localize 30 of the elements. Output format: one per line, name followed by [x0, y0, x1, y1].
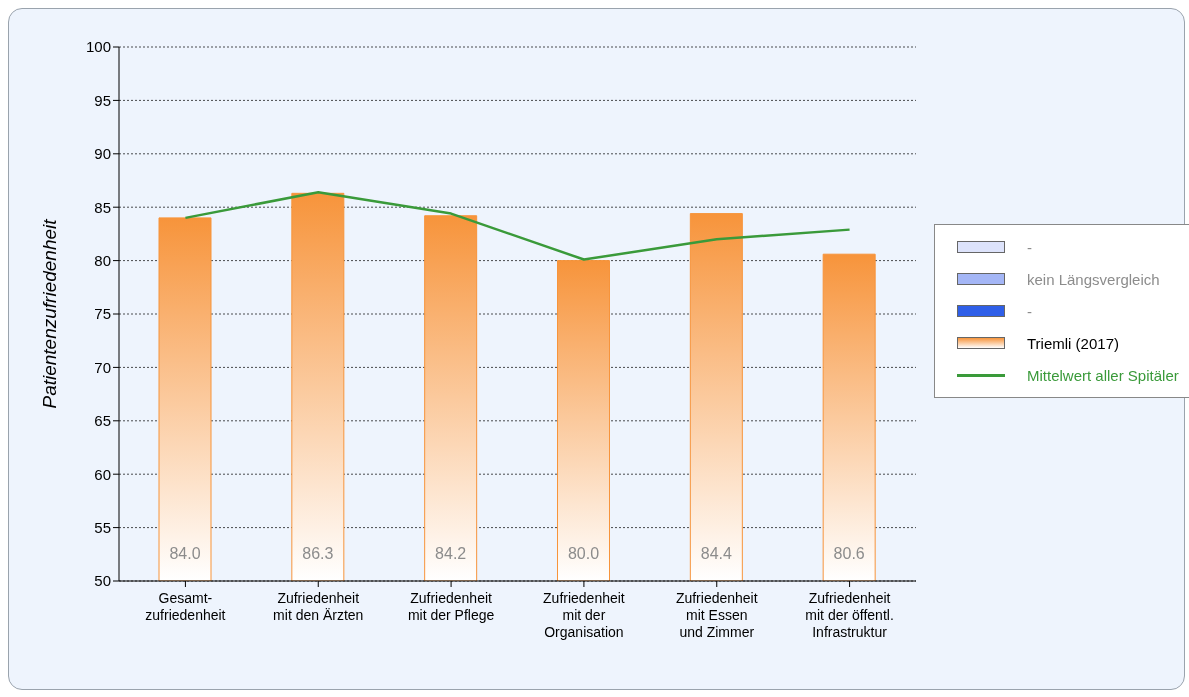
- legend-label: kein Längsvergleich: [1027, 270, 1160, 288]
- data-label: 84.2: [435, 545, 467, 562]
- y-tick-label: 95: [94, 91, 111, 109]
- y-tick-label: 90: [94, 145, 111, 163]
- legend-label: -: [1027, 238, 1032, 256]
- x-tick-label: Zufriedenheit mit der öffentl. Infrastruktur: [805, 590, 894, 640]
- data-label: 80.6: [833, 545, 865, 562]
- y-tick-label: 100: [85, 38, 111, 56]
- line-series: [184, 191, 851, 261]
- data-label: 84.0: [169, 545, 201, 562]
- x-tick-label: Zufriedenheit mit der Organisation: [543, 590, 625, 640]
- y-tick-label: 55: [94, 518, 111, 536]
- legend-label: -: [1027, 302, 1032, 320]
- x-tick-label: Zufriedenheit mit den Ärzten: [273, 590, 364, 623]
- y-tick-label: 60: [94, 465, 111, 483]
- y-tick-label: 65: [94, 412, 111, 430]
- data-label: 84.4: [700, 545, 733, 562]
- y-tick-label: 70: [94, 358, 111, 376]
- legend-label: Mittelwert aller Spitäler: [1027, 366, 1179, 384]
- x-tick-label: Zufriedenheit mit der Pflege: [407, 590, 495, 623]
- x-tick-label: Zufriedenheit mit Essen und Zimmer: [675, 590, 758, 640]
- x-tick-label: Gesamt- zufriedenheit: [145, 590, 226, 623]
- y-tick-label: 50: [94, 572, 111, 590]
- data-label: 86.3: [302, 545, 334, 562]
- data-label: 80.0: [567, 545, 600, 562]
- y-tick-label: 80: [94, 251, 111, 269]
- legend-label: Triemli (2017): [1027, 334, 1119, 352]
- y-axis-title: Patientenzufriedenheit: [38, 218, 60, 409]
- y-tick-label: 85: [94, 198, 111, 216]
- y-tick-label: 75: [94, 305, 111, 323]
